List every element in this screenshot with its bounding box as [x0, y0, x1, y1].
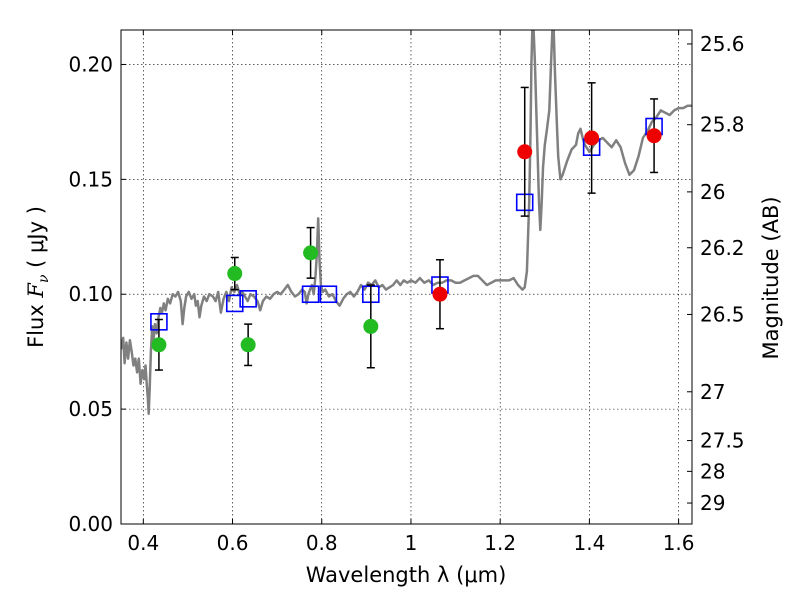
magnitude-tick-label: 26.2: [700, 236, 745, 260]
model-flux-square: [301, 285, 320, 304]
model-flux-square: [239, 290, 257, 308]
magnitude-tick-label: 27: [700, 380, 725, 404]
y-axis-label-subscript: ν: [36, 274, 52, 283]
x-tick-label: 0.8: [306, 531, 338, 555]
x-tick-label: 1: [405, 531, 418, 555]
magnitude-tick-label: 29: [700, 491, 725, 515]
plot-area: [121, 30, 692, 415]
x-axis-label: Wavelength λ (μm): [306, 563, 507, 587]
right-axis-label: Magnitude (AB): [759, 196, 783, 359]
optical-observation-point: [227, 266, 243, 282]
model-flux-square: [319, 285, 338, 304]
y-tick-label: 0.20: [68, 52, 113, 76]
optical-observation-point: [240, 337, 256, 353]
magnitude-tick-label: 26.5: [700, 302, 745, 326]
optical-observation-point: [363, 318, 379, 334]
x-tick-label: 0.4: [127, 531, 159, 555]
x-tick-label: 1.2: [484, 531, 516, 555]
magnitude-tick-label: 27.5: [700, 429, 745, 453]
y-axis-label-prefix: Flux: [24, 298, 48, 348]
nir-observation-point: [584, 130, 600, 146]
magnitude-tick-label: 25.8: [700, 113, 745, 137]
model-flux-square: [225, 294, 244, 313]
nir-observation-point: [432, 286, 448, 302]
y-axis-label-symbol: F: [24, 282, 48, 299]
y-tick-label: 0.00: [68, 512, 113, 536]
optical-observation-point: [303, 245, 319, 261]
grid-lines: [121, 30, 692, 524]
y-tick-label: 0.10: [68, 282, 113, 306]
magnitude-tick-label: 25.6: [700, 32, 745, 56]
axes-frame: [120, 29, 693, 525]
y-tick-label: 0.15: [68, 167, 113, 191]
x-tick-label: 0.6: [217, 531, 249, 555]
y-tick-label: 0.05: [68, 397, 113, 421]
magnitude-tick-label: 26: [700, 180, 725, 204]
y-axis-label-unit: ( μJy ): [24, 206, 48, 274]
nir-observation-point: [517, 144, 533, 160]
x-tick-label: 1.6: [663, 531, 695, 555]
y-axis-label: Flux Fν ( μJy ): [24, 206, 52, 348]
axes: 0.4 0.6 0.8 1 1.2 1.4 1.6 0.00 0.05 0.10 0.15 0.20 2…: [68, 30, 745, 555]
model-spectrum-line: [121, 30, 692, 415]
magnitude-tick-label: 28: [700, 459, 725, 483]
optical-observation-point: [151, 337, 167, 353]
nir-observation-point: [646, 128, 662, 144]
x-tick-label: 1.4: [573, 531, 605, 555]
